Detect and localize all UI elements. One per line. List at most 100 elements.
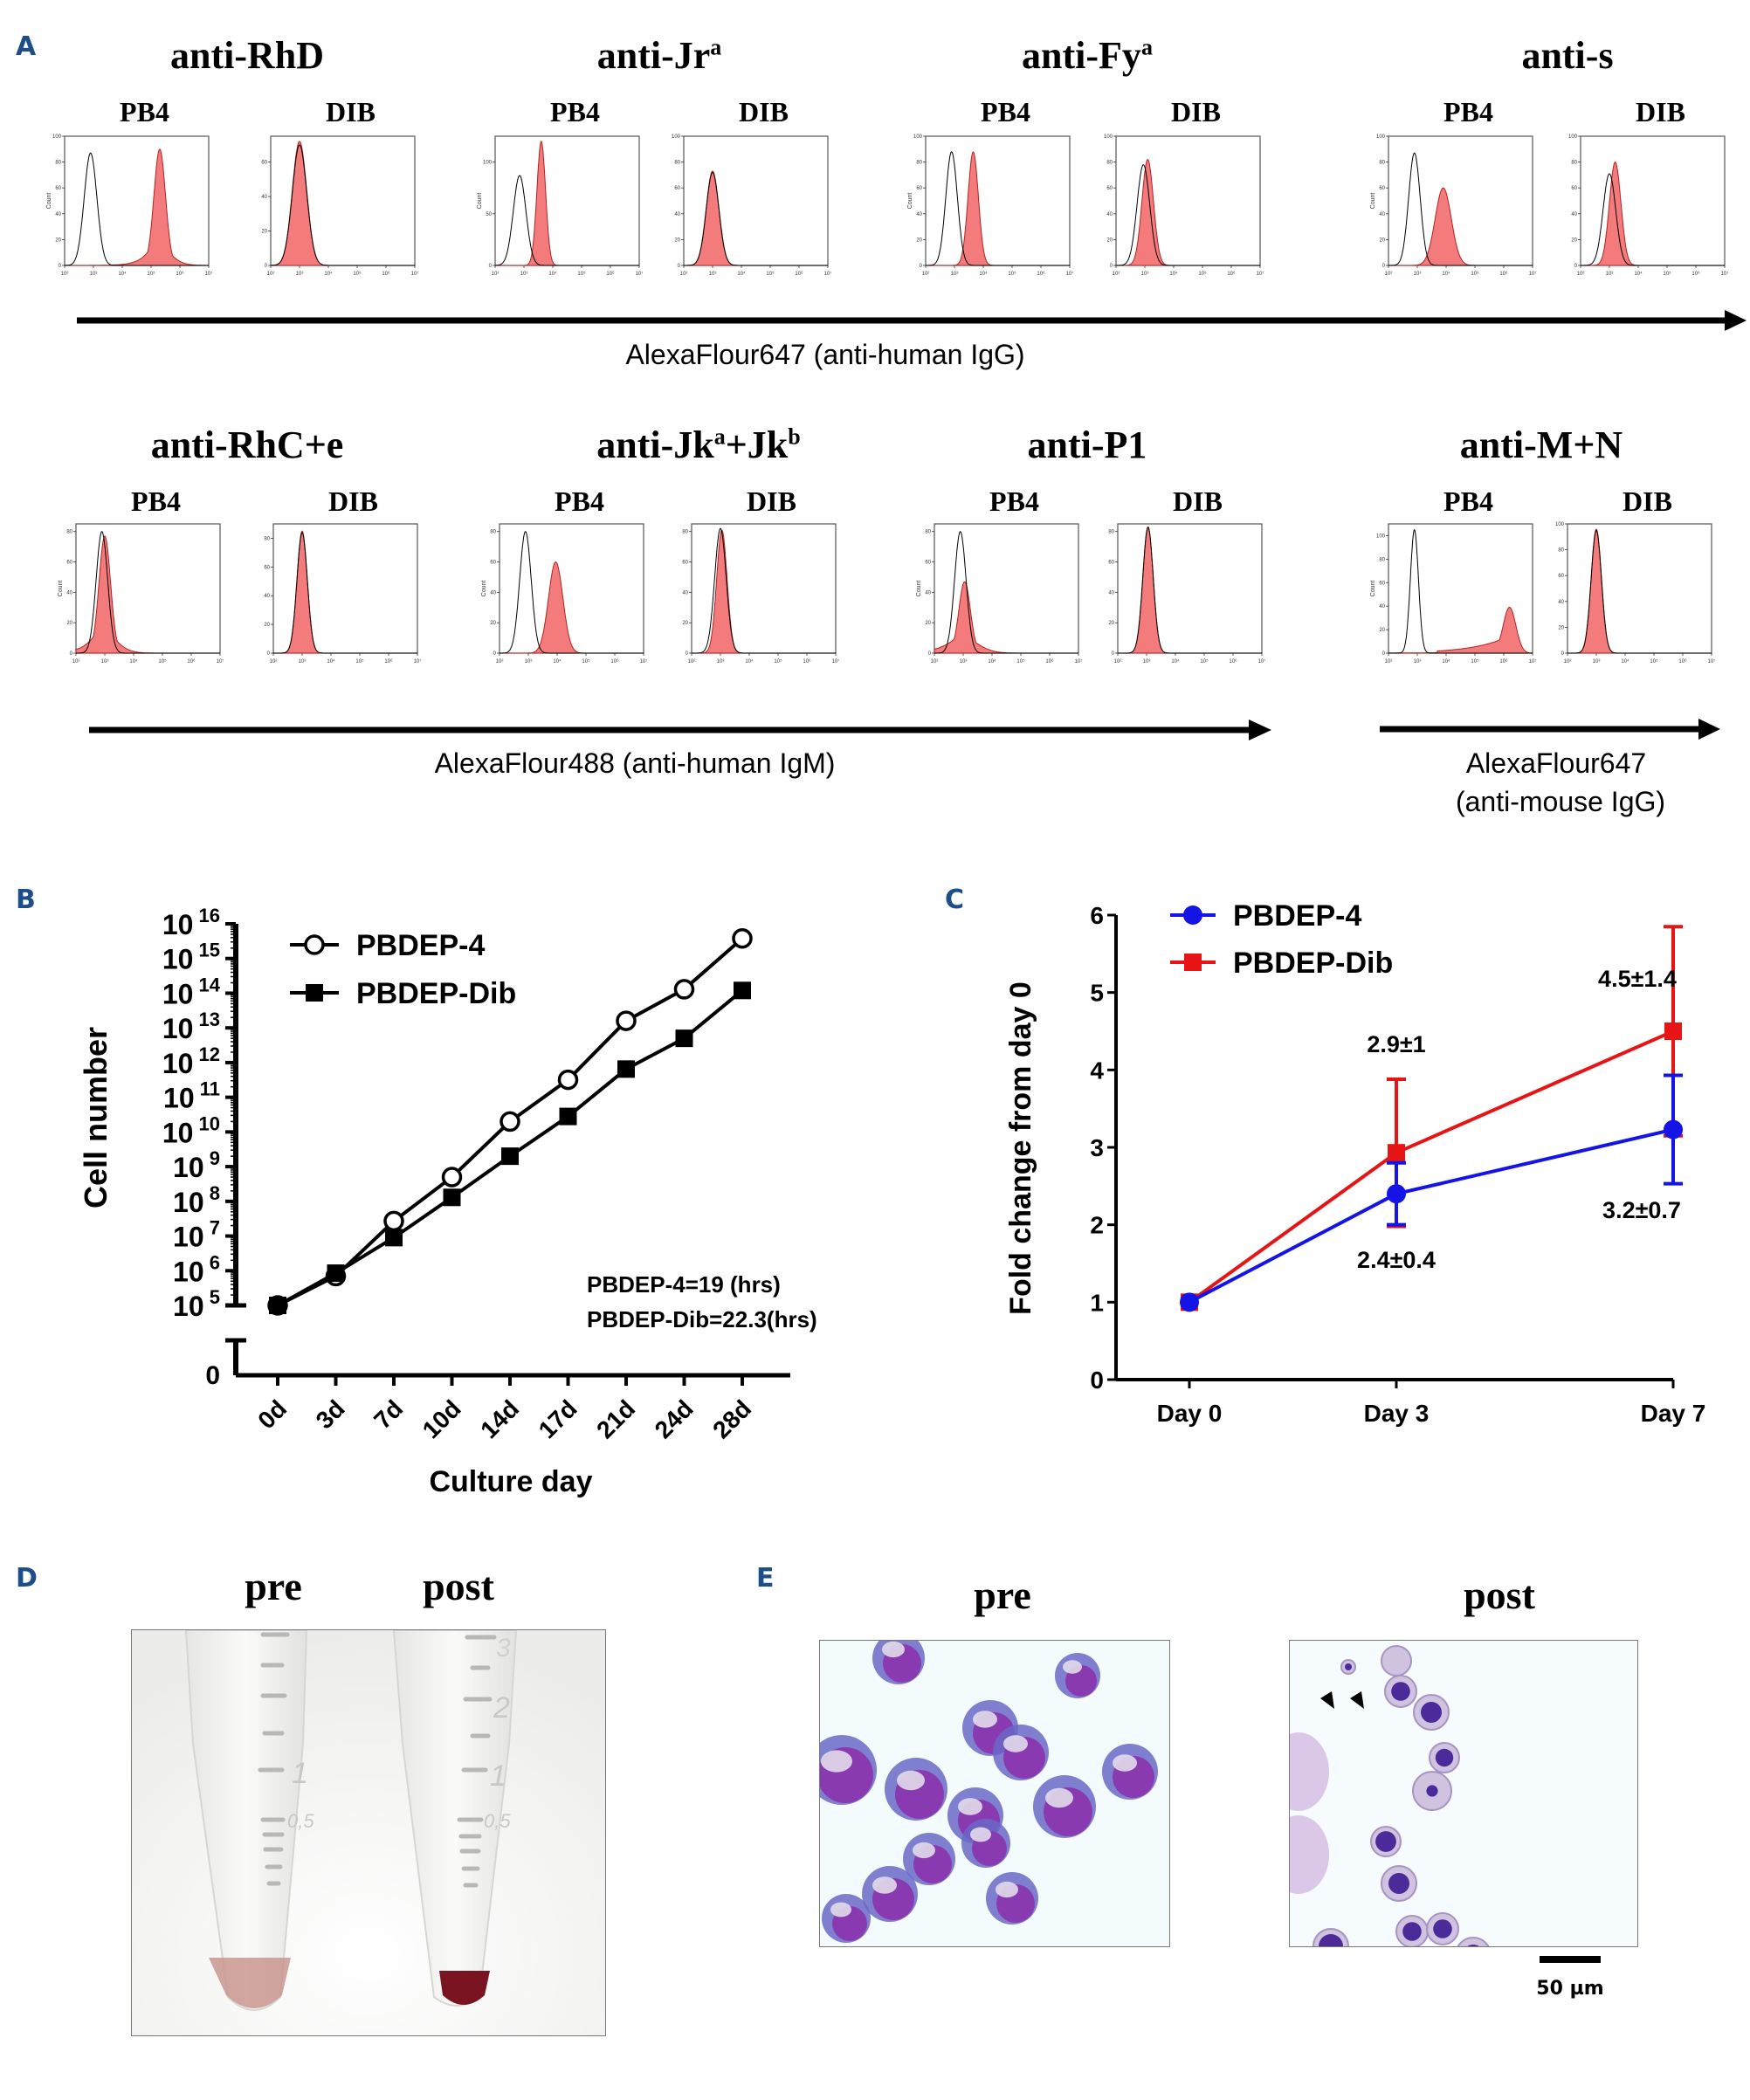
- y-tick-label: 60: [1379, 186, 1385, 191]
- cell-cytoplasm: [1045, 1787, 1073, 1808]
- histogram-frame: [494, 135, 640, 266]
- chart-c-fold-change: 0 1 2 3 4 5 6 Day 0 Day 3 Day 7 Fold change from d…: [1004, 899, 1705, 1427]
- x-tick-label: 10⁴: [548, 271, 557, 277]
- antibody-name: anti-Jk: [596, 423, 714, 466]
- y-tick-label: 60: [1558, 574, 1564, 579]
- y-tick-label: 2: [1090, 1212, 1104, 1239]
- y-tick-label: 0: [267, 651, 271, 657]
- histogram-dib: 0 20 40 60 80 100 10² 10³ 10⁴ 10⁵ 10⁶ 10⁷: [1555, 522, 1716, 664]
- data-point-filled-square: [443, 1188, 461, 1207]
- data-point-open-circle: [383, 1210, 404, 1232]
- sample-label-dib: DIB: [1623, 485, 1672, 517]
- y-tick-label: 80: [264, 536, 270, 541]
- x-tick-label: 10³: [520, 272, 528, 277]
- antibody-superscript: b: [788, 423, 801, 450]
- pre-pellet: [209, 1958, 291, 2008]
- control-histogram: [500, 530, 644, 654]
- antibody-superscript: a: [1140, 34, 1153, 60]
- panel-label-e: E: [756, 1563, 775, 1594]
- histogram-pb4: 0 20 40 60 80 100 10² 10³ 10⁴ 10⁵ 10⁶ 10⁷ Count: [46, 134, 212, 277]
- sample-label-dib: DIB: [328, 485, 378, 517]
- sample-label-pb4: PB4: [131, 485, 181, 517]
- sample-label-pb4: PB4: [555, 485, 604, 517]
- x-tick-label: 10⁷: [1529, 271, 1537, 277]
- value-annotation: 2.9±1: [1367, 1031, 1425, 1057]
- x-tick-label: 10⁷: [832, 658, 840, 664]
- y-tick-label: 0: [70, 651, 73, 657]
- legend-label: PBDEP-Dib: [1233, 947, 1393, 980]
- y-tick-label: 10 7: [173, 1217, 220, 1253]
- sample-label-dib: DIB: [326, 96, 375, 127]
- histogram-pb4: 0 20 40 60 80 100 10² 10³ 10⁴ 10⁵ 10⁶ 10⁷ Count: [1370, 134, 1537, 277]
- erythroblast-nucleus: [1435, 1748, 1454, 1767]
- control-histogram: [495, 175, 639, 266]
- y-tick-label: 60: [490, 561, 496, 566]
- sample-label-pb4: PB4: [120, 96, 169, 127]
- y-tick-label: 20: [55, 238, 61, 243]
- histogram-dib: 0 20 40 60 80 100 10² 10³ 10⁴ 10⁵ 10⁶ 10⁷: [672, 134, 831, 277]
- y-axis-label: Count: [58, 581, 64, 597]
- erythroblast-nucleus: [1375, 1831, 1396, 1852]
- cell-cytoplasm: [897, 1770, 925, 1791]
- post-tube: [392, 1630, 518, 2007]
- x-tick-label: 10⁵: [1200, 658, 1209, 664]
- erythroblast-nucleus: [1345, 1663, 1352, 1670]
- x-tick-label: 10⁶: [1227, 271, 1236, 277]
- histogram-frame: [499, 523, 644, 654]
- y-tick-label: 40: [674, 212, 680, 217]
- x-tick-label: 10⁵: [774, 658, 782, 664]
- y-axis-label: Count: [1370, 581, 1376, 597]
- y-tick-label: 60: [261, 161, 267, 166]
- x-tick-label: 10³: [717, 659, 725, 664]
- x-tick-label: 10²: [492, 272, 500, 277]
- x-tick-label: 10⁴: [988, 658, 996, 664]
- y-tick-label: 6: [1090, 902, 1104, 929]
- y-tick-label: 40: [1558, 600, 1564, 605]
- cell-cytoplasm: [872, 1876, 897, 1894]
- antibody-name: anti-M+N: [1459, 423, 1623, 466]
- histogram-pb4: 0 20 40 60 80 10² 10³ 10⁴ 10⁵ 10⁶ 10⁷ Count: [481, 523, 647, 664]
- y-tick-label: 0: [1090, 1367, 1104, 1394]
- y-tick-label: 0: [489, 264, 493, 269]
- x-tick-label: 10³: [960, 659, 968, 664]
- y-tick-label: 4: [1090, 1057, 1104, 1084]
- y-tick-label: 60: [925, 561, 931, 566]
- x-tick-label: Day 0: [1157, 1400, 1223, 1427]
- y-tick-label: 60: [682, 561, 688, 566]
- y-tick-label: 40: [1106, 212, 1113, 217]
- sample-label-dib: DIB: [1636, 96, 1685, 127]
- x-tick-label: 10⁶: [1678, 658, 1687, 664]
- x-tick-label: 10⁷: [1708, 658, 1716, 664]
- stained-histogram: [65, 148, 209, 266]
- cell-cytoplasm: [821, 1750, 852, 1773]
- doubling-time-annotation: PBDEP-4=19 (hrs): [587, 1271, 781, 1298]
- post-mark-05: 0,5: [484, 1810, 511, 1832]
- y-tick-label: 60: [66, 561, 72, 566]
- legend-label: PBDEP-4: [356, 929, 485, 962]
- y-tick-label: 5: [1090, 980, 1104, 1007]
- antibody-name: anti-Fy: [1022, 34, 1141, 77]
- y-tick-label: 10 6: [173, 1251, 220, 1287]
- y-tick-label: 80: [1379, 161, 1385, 166]
- x-tick-label: 10²: [922, 272, 930, 277]
- y-tick-label: 20: [682, 621, 688, 626]
- x-tick-label: Day 3: [1364, 1400, 1430, 1427]
- row2b-axis-label-line1: AlexaFlour647: [1465, 747, 1647, 779]
- data-point-filled-square: [501, 1147, 519, 1166]
- y-tick-label: 100: [913, 134, 923, 140]
- y-tick-label: 80: [490, 530, 496, 535]
- cytospin-pre-drawing: [820, 1641, 1158, 1943]
- y-tick-label: 0: [1112, 651, 1115, 657]
- x-tick-label: 10⁵: [353, 271, 362, 277]
- post-mark-2: 2: [493, 1691, 510, 1725]
- x-tick-label: 10⁴: [1169, 271, 1178, 277]
- x-tick-label: 10⁶: [1691, 271, 1700, 277]
- value-annotation: 4.5±1.4: [1598, 966, 1677, 992]
- data-point-open-circle: [441, 1167, 463, 1188]
- cytospin-post-image: [1289, 1640, 1638, 1947]
- y-tick-label: 100: [52, 134, 62, 140]
- panel-e-label-pre: pre: [974, 1573, 1031, 1617]
- data-point-square: [1388, 1144, 1405, 1162]
- x-tick-label: 10³: [101, 659, 109, 664]
